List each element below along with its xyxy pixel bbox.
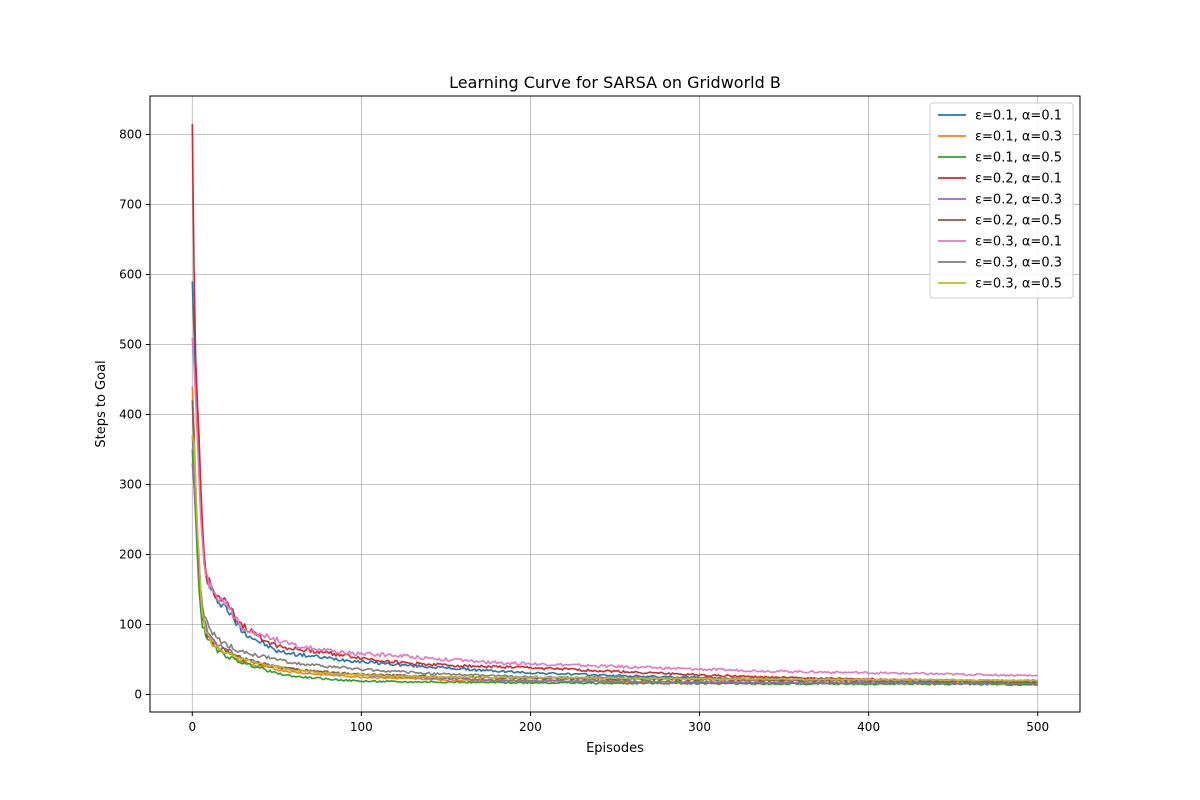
- x-tick-label: 200: [519, 720, 542, 734]
- series-line-5: [191, 463, 1038, 685]
- series-layer: [191, 123, 1039, 687]
- legend-box: [929, 102, 1074, 299]
- legend-label: ε=0.1, α=0.3: [975, 130, 1062, 145]
- series-line-9: [191, 435, 1038, 683]
- legend-label: ε=0.3, α=0.3: [975, 256, 1062, 271]
- y-tick-label: 200: [119, 548, 142, 562]
- chart-title: Learning Curve for SARSA on Gridworld B: [449, 73, 781, 92]
- y-tick-label: 0: [134, 688, 142, 702]
- series-line-1: [191, 281, 1038, 685]
- y-tick-label: 700: [119, 198, 142, 212]
- series-line-2: [191, 386, 1039, 686]
- series-line-6: [191, 400, 1039, 684]
- legend-label: ε=0.2, α=0.1: [975, 172, 1062, 187]
- y-tick-label: 500: [119, 338, 142, 352]
- x-tick-label: 400: [857, 720, 880, 734]
- series-line-8: [191, 435, 1039, 683]
- x-tick-label: 500: [1026, 720, 1049, 734]
- y-tick-label: 600: [119, 268, 142, 282]
- legend-label: ε=0.3, α=0.5: [975, 277, 1062, 292]
- y-tick-label: 300: [119, 478, 142, 492]
- series-line-7: [191, 337, 1039, 677]
- series-line-4: [191, 123, 1038, 684]
- legend-label: ε=0.2, α=0.3: [975, 193, 1062, 208]
- legend: ε=0.1, α=0.1 ε=0.1, α=0.3 ε=0.1, α=0.5 ε=0.…: [929, 102, 1074, 299]
- legend-label: ε=0.1, α=0.5: [975, 151, 1062, 166]
- y-axis: 0 100 200 300 400 500 600 700 800: [119, 128, 150, 702]
- legend-label: ε=0.2, α=0.5: [975, 214, 1062, 229]
- x-tick-label: 100: [350, 720, 373, 734]
- legend-label: ε=0.1, α=0.1: [975, 109, 1062, 124]
- x-axis-label: Episodes: [586, 741, 644, 756]
- y-tick-label: 100: [119, 618, 142, 632]
- x-tick-label: 0: [188, 720, 196, 734]
- y-tick-label: 400: [119, 408, 142, 422]
- y-axis-label: Steps to Goal: [94, 360, 109, 447]
- y-tick-label: 800: [119, 128, 142, 142]
- legend-label: ε=0.3, α=0.1: [975, 235, 1062, 250]
- x-axis: 0 100 200 300 400 500: [188, 712, 1049, 734]
- plot-frame: [149, 95, 1081, 713]
- x-tick-label: 300: [688, 720, 711, 734]
